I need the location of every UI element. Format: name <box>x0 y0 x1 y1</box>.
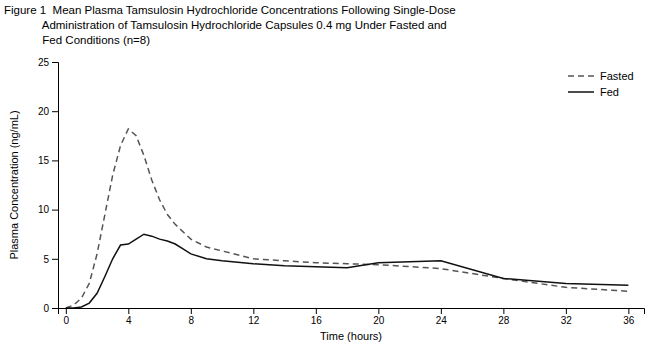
x-tick-label: 36 <box>623 315 635 326</box>
legend-item: Fed <box>568 86 619 98</box>
legend: Fasted Fed <box>568 70 634 98</box>
y-axis-title: Plasma Concentration (ng/mL) <box>8 110 20 259</box>
x-tick: 16 <box>311 308 323 326</box>
x-tick-mark <box>253 308 254 314</box>
x-axis-line <box>59 309 645 315</box>
x-tick-label: 16 <box>311 315 323 326</box>
series-line <box>66 234 629 308</box>
series-line <box>66 129 629 308</box>
x-tick: 0 <box>64 308 70 326</box>
y-tick-label: 5 <box>43 254 49 265</box>
x-tick: 36 <box>623 308 635 326</box>
legend-swatch <box>568 91 594 93</box>
x-tick-mark <box>191 308 192 314</box>
y-tick-mark <box>52 308 58 309</box>
y-tick-label: 25 <box>38 57 50 68</box>
x-tick-mark <box>66 308 67 314</box>
y-tick-mark <box>52 111 58 112</box>
y-tick-mark <box>52 62 58 63</box>
y-tick-label: 0 <box>43 303 49 314</box>
x-tick-label: 24 <box>436 315 448 326</box>
lines <box>66 129 629 308</box>
x-tick-mark <box>566 308 567 314</box>
y-axis-line <box>52 63 59 309</box>
y-tick: 20 <box>38 106 58 117</box>
x-tick-label: 4 <box>126 315 132 326</box>
y-tick-mark <box>52 160 58 161</box>
x-tick-label: 32 <box>561 315 573 326</box>
chart: Figure 1 Mean Plasma Tamsulosin Hydrochl… <box>0 0 660 346</box>
x-tick: 4 <box>126 308 132 326</box>
x-tick-mark <box>503 308 504 314</box>
x-tick: 28 <box>498 308 510 326</box>
title: Figure 1 Mean Plasma Tamsulosin Hydrochl… <box>4 4 456 46</box>
x-tick-mark <box>316 308 317 314</box>
y-axis: 0 5 10 15 20 25 <box>38 57 59 314</box>
x-tick-mark <box>628 308 629 314</box>
x-tick-label: 8 <box>189 315 195 326</box>
x-tick-label: 28 <box>498 315 510 326</box>
legend-swatch <box>568 75 594 77</box>
x-tick: 32 <box>561 308 573 326</box>
x-tick: 8 <box>189 308 195 326</box>
legend-label: Fed <box>600 86 619 98</box>
y-tick: 25 <box>38 57 58 68</box>
y-tick-label: 10 <box>38 204 50 215</box>
y-tick-label: 20 <box>38 106 50 117</box>
x-tick-mark <box>128 308 129 314</box>
y-tick: 15 <box>38 155 58 166</box>
y-tick: 10 <box>38 204 58 215</box>
plot: 0 4 8 12 16 20 24 28 32 36 0 5 10 15 20 25 Time (hours) P… <box>8 57 645 342</box>
x-tick-label: 0 <box>64 315 70 326</box>
x-tick-mark <box>378 308 379 314</box>
y-tick-mark <box>52 259 58 260</box>
x-axis: 0 4 8 12 16 20 24 28 32 36 <box>59 308 645 326</box>
legend-item: Fasted <box>568 70 634 82</box>
legend-label: Fasted <box>600 70 634 82</box>
x-axis-title: Time (hours) <box>320 330 382 342</box>
x-tick: 20 <box>373 308 385 326</box>
x-tick: 12 <box>248 308 260 326</box>
x-tick-label: 12 <box>248 315 260 326</box>
x-tick-label: 20 <box>373 315 385 326</box>
y-tick-label: 15 <box>38 155 50 166</box>
x-tick-mark <box>441 308 442 314</box>
y-tick: 5 <box>43 254 58 265</box>
y-tick: 0 <box>43 303 58 314</box>
y-tick-mark <box>52 210 58 211</box>
x-tick: 24 <box>436 308 448 326</box>
